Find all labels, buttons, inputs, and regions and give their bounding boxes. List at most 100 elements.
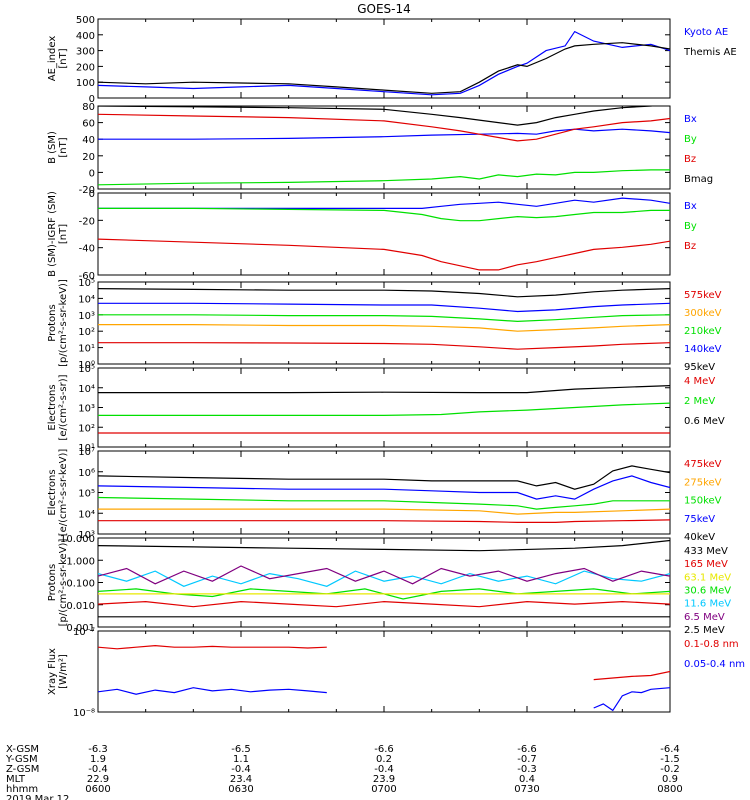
y-tick-label: 40	[82, 135, 95, 146]
legend-entry: Bx	[684, 114, 697, 125]
y-axis-label: Protons	[47, 564, 58, 601]
y-tick-label: 0	[89, 94, 95, 105]
x-axis-row-label: Z-GSM	[6, 764, 39, 775]
series-line-95kev	[98, 288, 670, 298]
y-tick-label: 60	[82, 119, 95, 130]
y-tick-label: 80	[82, 102, 95, 113]
x-tick-label: -6.3	[88, 744, 108, 755]
legend-entry: 433 MeV	[684, 546, 728, 557]
y-tick-label: 10⁻⁷	[73, 627, 95, 638]
y-axis-label: Protons	[47, 304, 58, 341]
x-tick-label: 0630	[228, 784, 253, 795]
x-tick-label: -0.4	[88, 764, 108, 775]
series-line-575kev	[98, 342, 670, 350]
x-tick-label: -6.6	[374, 744, 394, 755]
x-tick-label: -0.4	[231, 764, 251, 775]
legend-entry: 11.6 MeV	[684, 599, 731, 610]
x-axis-row-label: 2019 Mar 12	[6, 794, 69, 800]
panel-3: 10⁵ 10⁴ 10³ 10² 10¹ 10⁰ Protons [p/(cm²-s-sr-ke…	[47, 278, 722, 373]
panel-7: 10⁻⁷ 10⁻⁸ Xray Flux [W/m²] 0.1-0.8 nm 0.05-0.…	[47, 627, 745, 719]
x-tick-label: 0.2	[376, 754, 392, 765]
series-line-0-1-0-8-nm	[98, 644, 327, 650]
panel-frame	[97, 537, 671, 628]
panel-1: 80 60 40 20 0 -20 B (SM) [nT] Bx By Bz Bmag	[47, 102, 713, 196]
y-tick-label: 10⁵	[78, 278, 95, 289]
x-tick-label: -0.4	[374, 764, 394, 775]
y-axis-label: AE_index	[47, 36, 58, 82]
series-line-0-6-mev	[98, 385, 670, 394]
series-group	[98, 644, 670, 712]
y-tick-label: 100	[76, 78, 95, 89]
panel-5: 10⁷ 10⁶ 10⁵ 10⁴ 10³ Electrons [e/(cm²-s-sr-keV…	[47, 447, 722, 543]
series-line-140kev	[98, 302, 670, 313]
legend-entry: 40keV	[684, 532, 715, 543]
x-tick-label: -6.5	[231, 744, 251, 755]
panel-frame	[97, 281, 671, 365]
x-tick-label: 0800	[657, 784, 682, 795]
y-tick-label: 10³	[78, 530, 95, 541]
legend-entry: 2.5 MeV	[684, 625, 725, 636]
legend-entry: Bx	[684, 201, 697, 212]
legend-entry: 150keV	[684, 496, 722, 507]
x-axis-row-label: X-GSM	[6, 744, 39, 755]
y-axis-label: [nT]	[58, 224, 69, 244]
legend-entry: 300keV	[684, 308, 722, 319]
y-tick-label: -20	[79, 185, 95, 196]
series-line-275kev	[98, 508, 670, 515]
legend-entry: Bz	[684, 154, 696, 165]
x-tick-label: 22.9	[87, 774, 109, 785]
x-tick-label: 0700	[371, 784, 396, 795]
y-tick-label: 0	[89, 168, 95, 179]
series-line-kyoto-ae	[98, 30, 670, 96]
x-tick-label: -0.7	[517, 754, 537, 765]
x-axis-row-label: hhmm	[6, 784, 38, 795]
y-axis-label: Electrons	[47, 469, 58, 515]
x-tick-label: 1.1	[233, 754, 249, 765]
panel-frame	[97, 192, 671, 276]
legend-entry: 2 MeV	[684, 396, 715, 407]
y-tick-label: -40	[79, 244, 95, 255]
y-tick-label: 0.100	[66, 579, 95, 590]
legend-entry: 75keV	[684, 514, 715, 525]
series-line-0-05-0-4-nm-b	[593, 687, 670, 712]
series-line-bz	[98, 238, 670, 271]
y-tick-label: 400	[76, 31, 95, 42]
y-tick-label: 0	[89, 189, 95, 200]
legend-entry: 140keV	[684, 344, 722, 355]
y-axis-label: [p/(cm²-s-sr-keV)]	[58, 539, 69, 627]
legend-entry: Kyoto AE	[684, 27, 728, 38]
y-tick-label: 0.010	[66, 601, 95, 612]
panel-frame	[97, 630, 671, 713]
y-tick-label: 10²	[78, 423, 95, 434]
x-tick-label: 23.9	[373, 774, 395, 785]
legend-entry: 575keV	[684, 290, 722, 301]
y-tick-label: 200	[76, 62, 95, 73]
y-tick-label: -20	[79, 216, 95, 227]
series-group	[98, 539, 670, 618]
y-tick-label: 10⁴	[78, 294, 95, 305]
legend-entry: 275keV	[684, 477, 722, 488]
legend-entry: By	[684, 221, 697, 232]
x-tick-label: -0.3	[517, 764, 537, 775]
series-group	[98, 30, 670, 96]
x-axis-row-label: Y-GSM	[5, 754, 38, 765]
y-tick-label: 10⁵	[78, 489, 95, 500]
series-line-150kev	[98, 496, 670, 510]
series-line-75kev	[98, 475, 670, 500]
y-axis-label: Xray Flux	[47, 648, 58, 695]
chart-title: GOES-14	[357, 2, 411, 16]
legend-entry: 4 MeV	[684, 376, 715, 387]
series-line-themis-ae	[98, 42, 670, 94]
y-axis-label: [W/m²]	[58, 654, 69, 689]
series-line-11-6-mev	[98, 570, 670, 587]
y-tick-label: 10⁻⁸	[73, 708, 95, 719]
series-group	[98, 106, 670, 186]
series-line-475kev	[98, 519, 670, 524]
series-line-300kev	[98, 324, 670, 332]
legend-entry: 210keV	[684, 326, 722, 337]
y-tick-label: 10.000	[60, 534, 95, 545]
legend-entry: 95keV	[684, 362, 715, 373]
legend-entry: 0.6 MeV	[684, 416, 725, 427]
legend-entry: 63.1 MeV	[684, 572, 731, 583]
